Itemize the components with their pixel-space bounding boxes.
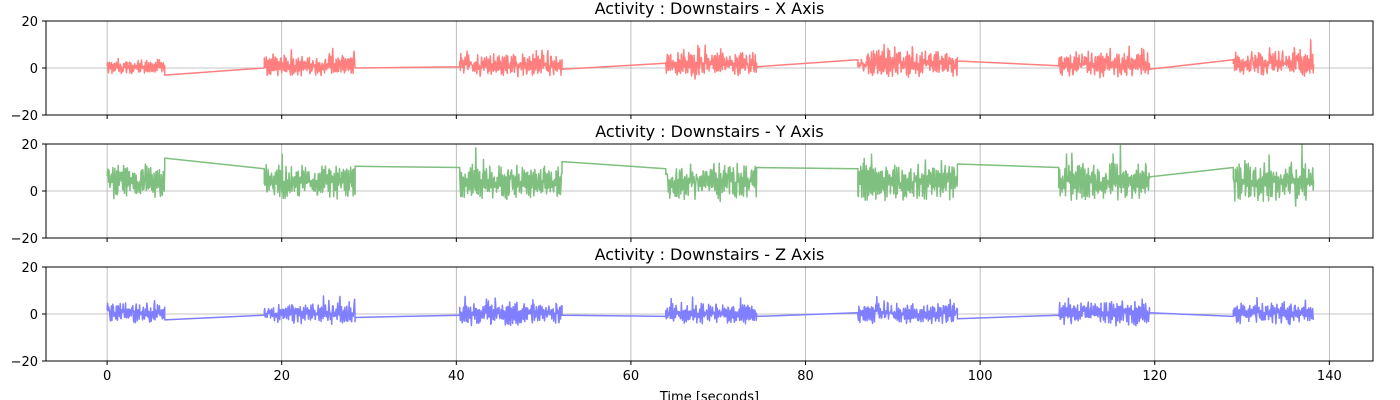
chart-title: Activity : Downstairs - Z Axis: [595, 245, 825, 264]
x-tick-label: 120: [1142, 369, 1167, 384]
series-line-1: [106, 143, 1315, 207]
y-tick-label: 20: [21, 138, 38, 153]
x-tick-label: 40: [448, 369, 465, 384]
series-line-1: [106, 295, 1315, 327]
chart-panel-1: −20 0 20 Activity : Downstairs - X Axis: [11, 0, 1374, 124]
y-tick-label: 20: [21, 261, 38, 276]
y-tick-label: −20: [11, 232, 38, 247]
y-tick-label: 0: [30, 308, 38, 323]
x-tick-label: 20: [273, 369, 290, 384]
x-tick-label: 0: [103, 369, 111, 384]
y-tick-label: −20: [11, 355, 38, 370]
chart-title: Activity : Downstairs - Y Axis: [595, 122, 824, 141]
x-tick-label: 80: [797, 369, 814, 384]
x-tick-label: 100: [968, 369, 993, 384]
chart-panel-2: −20 0 20 Activity : Downstairs - Y Axis: [11, 122, 1374, 247]
chart-panel-3: −20 0 20 0 20 40 60 80 100 120 140 Activity : Downs…: [11, 245, 1374, 400]
y-tick-label: 20: [21, 15, 38, 30]
x-tick-label: 60: [623, 369, 640, 384]
chart-title: Activity : Downstairs - X Axis: [595, 0, 825, 18]
y-tick-label: 0: [30, 185, 38, 200]
y-tick-label: 0: [30, 62, 38, 77]
x-tick-label: 140: [1317, 369, 1342, 384]
series-line-1: [106, 39, 1315, 80]
x-axis-label: Time [seconds]: [659, 390, 759, 400]
y-tick-label: −20: [11, 109, 38, 124]
